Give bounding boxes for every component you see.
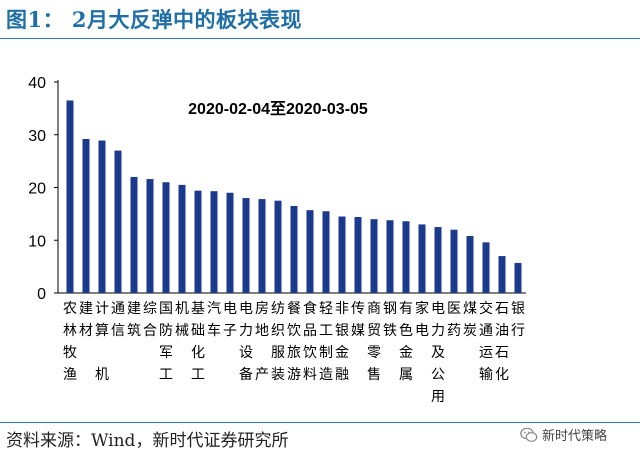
x-tick-label: 机械 — [175, 301, 189, 339]
bar — [98, 140, 106, 293]
date-range-annotation: 2020-02-04至2020-03-05 — [188, 100, 368, 118]
y-tick-label: 10 — [28, 233, 46, 250]
bar — [66, 100, 74, 294]
x-tick-label: 钢铁 — [383, 301, 397, 339]
bar — [210, 191, 218, 293]
x-tick-label: 建筑 — [127, 301, 141, 339]
x-tick-label: 有色金属 — [399, 301, 413, 383]
x-tick-label: 家电 — [415, 300, 429, 339]
bar — [402, 221, 410, 293]
x-tick-label: 纺织服装 — [271, 301, 285, 383]
bar — [130, 176, 138, 293]
y-tick-label: 30 — [28, 128, 46, 145]
x-tick-label: 建材 — [79, 301, 93, 339]
y-tick-label: 0 — [37, 286, 46, 303]
x-tick-label: 商贸零售 — [367, 301, 381, 383]
bar — [274, 200, 282, 293]
y-tick-label: 40 — [28, 75, 46, 92]
bar — [498, 256, 506, 293]
x-tick-label: 煤炭 — [463, 301, 477, 339]
bar — [242, 198, 250, 293]
x-tick-label: 餐饮旅游 — [287, 301, 301, 383]
footer-divider — [0, 422, 640, 423]
bar — [290, 205, 298, 293]
x-tick-label: 电子 — [223, 301, 237, 339]
y-tick-label: 20 — [28, 181, 46, 198]
bar — [386, 220, 394, 293]
bar — [82, 138, 90, 293]
source-note: 资料来源：Wind，新时代证券研究所 — [6, 431, 289, 451]
bar — [146, 179, 154, 293]
bar — [450, 229, 458, 293]
x-tick-label: 计算机 — [95, 301, 109, 383]
bar — [178, 184, 186, 293]
x-tick-label: 轻工制造 — [319, 301, 333, 383]
bar — [338, 216, 346, 293]
watermark-text: 新时代策略 — [542, 429, 608, 444]
bar — [322, 211, 330, 293]
bar — [306, 210, 314, 293]
x-tick-label: 银行 — [511, 301, 525, 339]
wechat-icon — [520, 427, 538, 442]
x-tick-labels: 农林牧渔建材计算机通信建筑综合国防军工机械基础化工汽车电子电力设备房地产纺织服装… — [63, 300, 525, 405]
bar — [354, 217, 362, 293]
title-divider — [0, 38, 640, 39]
x-tick-label: 国防军工 — [159, 301, 173, 383]
bar — [482, 242, 490, 293]
bar — [418, 224, 426, 293]
x-tick-label: 非银金融 — [335, 301, 349, 383]
x-tick-label: 房地产 — [255, 301, 269, 383]
x-tick-label: 综合 — [143, 301, 157, 339]
bar — [434, 227, 442, 293]
x-tick-label: 电力设备 — [239, 301, 253, 383]
x-tick-label: 农林牧渔 — [63, 301, 77, 383]
x-tick-label: 食品饮料 — [303, 300, 317, 383]
bar — [226, 192, 234, 293]
x-tick-label: 电力及公用 — [431, 301, 445, 405]
bar — [258, 199, 266, 293]
figure-title: 图1： 2月大反弹中的板块表现 — [6, 7, 303, 32]
bar — [466, 236, 474, 293]
x-tick-label: 石油石化 — [495, 301, 509, 383]
chart-bars — [66, 100, 522, 294]
bar — [514, 262, 522, 293]
bar — [370, 219, 378, 293]
x-tick-label: 汽车 — [207, 301, 221, 339]
x-tick-label: 通信 — [111, 301, 125, 339]
bar — [194, 190, 202, 293]
x-tick-label: 医药 — [447, 301, 461, 339]
x-tick-label: 交通运输 — [479, 300, 493, 383]
watermark-badge: 新时代策略 — [520, 425, 607, 444]
bar — [114, 150, 122, 293]
x-tick-label: 传媒 — [351, 301, 365, 339]
x-tick-label: 基础化工 — [191, 300, 205, 383]
bar — [162, 182, 170, 293]
